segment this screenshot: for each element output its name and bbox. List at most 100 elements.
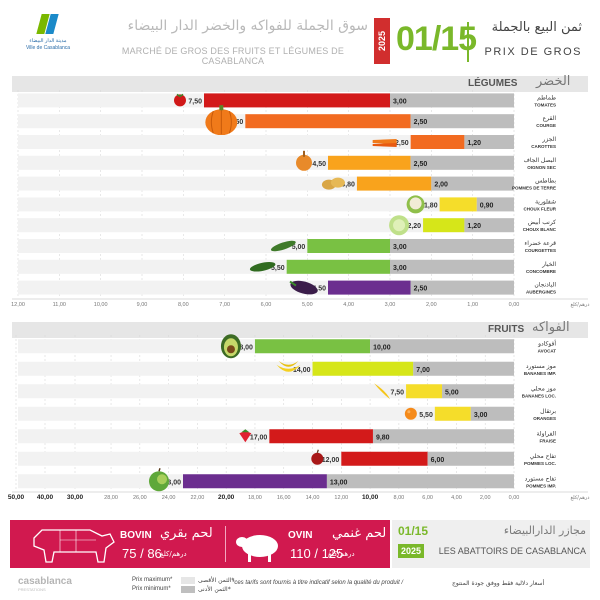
max-value-label: 2,20 [407, 223, 421, 230]
category-label-ar: الجزر [541, 136, 556, 143]
x-tick-label: 0,00 [509, 302, 520, 308]
bar-track [18, 406, 514, 421]
zucchini-icon [270, 240, 296, 252]
min-bar [372, 429, 514, 444]
max-bar [356, 176, 432, 191]
x-tick-label: 5,00 [302, 302, 313, 308]
legend-labels-ar: الثمن الأقصى* الثمن الأدنى* [198, 576, 234, 594]
logo-text-ar: مدينة الدار البيضاء [29, 38, 67, 44]
x-tick-label: 12,00 [11, 302, 25, 308]
x-tick-label: 7,00 [219, 302, 230, 308]
category-label-fr: CHOUX FLEUR [524, 206, 557, 211]
header-year-badge: 2025 [374, 18, 390, 64]
onion-icon [296, 150, 312, 171]
abattoirs-title-ar: مجازر الدارالبيضاء [503, 524, 586, 537]
min-bar [370, 339, 514, 354]
banana-loc-icon [374, 383, 391, 400]
category-label-fr: CAROTTES [531, 144, 556, 149]
min-bar [442, 384, 514, 399]
cabbage-icon [389, 215, 410, 236]
legend-swatches [181, 577, 195, 593]
x-tick-label: 2,00 [480, 495, 491, 501]
max-bar [406, 384, 443, 399]
max-bar [328, 155, 411, 170]
max-bar [183, 474, 327, 489]
max-bar [341, 451, 428, 466]
min-bar [427, 451, 514, 466]
category-label-ar: شفلورية [535, 198, 556, 205]
x-tick-label: 26,00 [133, 495, 147, 501]
x-tick-label: 14,00 [306, 495, 320, 501]
max-value-label: 17,00 [250, 434, 268, 441]
x-tick-label: 3,00 [385, 302, 396, 308]
max-value-label: 7,50 [188, 98, 202, 105]
max-value-label: 5,50 [419, 412, 433, 419]
max-value-label: 18,00 [235, 344, 253, 351]
min-value-label: 9,80 [376, 434, 390, 441]
bovin-unit: درهم/كلغ [160, 550, 187, 558]
abattoirs-year: 2025 [398, 544, 424, 558]
ovin-icon [236, 535, 278, 562]
category-label-fr: BANANES IMP. [524, 371, 556, 376]
x-tick-label: 6,00 [261, 302, 272, 308]
min-value-label: 2,50 [414, 161, 428, 168]
max-bar [312, 361, 414, 376]
category-label-ar: موز مستورد [526, 363, 556, 370]
max-value-label: 7,50 [390, 389, 404, 396]
carrot-icon [372, 139, 397, 147]
category-label-ar: الخيار [541, 261, 556, 268]
fruits-title-ar: الفواكه [532, 320, 570, 335]
strawberry-icon [239, 429, 252, 443]
min-bar [410, 114, 514, 129]
legumes-band [12, 76, 588, 92]
min-bar [464, 135, 514, 149]
max-value-label: 3,80 [341, 182, 355, 189]
pumpkin-icon [205, 105, 238, 136]
x-tick-label: 6,00 [422, 495, 433, 501]
category-label-fr: ORANGES [533, 416, 556, 421]
min-value-label: 2,50 [414, 286, 428, 293]
disclaimer-fr: *ces tarifs sont fournis à titre indicat… [232, 580, 404, 586]
max-value-label: 14,00 [293, 367, 311, 374]
max-bar [328, 280, 411, 295]
min-bar [410, 155, 514, 170]
max-bar [307, 239, 390, 253]
legumes-title-fr: LÉGUMES [468, 78, 518, 89]
ovin-unit: درهم/كلغ [328, 550, 355, 558]
max-bar [439, 197, 477, 212]
logo-text-fr: Ville de Casablanca [25, 45, 71, 51]
legend-max-label: Prix maximum* [132, 577, 173, 583]
min-value-label: 6,00 [431, 457, 445, 464]
x-tick-label: 10,00 [362, 494, 379, 501]
min-value-label: 1,20 [467, 140, 481, 147]
min-value-label: 0,90 [480, 202, 494, 209]
category-label-ar: القرع [543, 115, 557, 122]
tomato-icon [174, 93, 186, 107]
max-bar [254, 339, 371, 354]
header-title-fr: PRIX DE GROS [484, 46, 582, 58]
fruits-band [12, 322, 588, 338]
max-bar [269, 429, 373, 444]
min-value-label: 3,00 [393, 244, 407, 251]
min-value-label: 3,00 [393, 98, 407, 105]
legend-min-label: Prix minimum* [132, 586, 171, 592]
ovin-price: 110 / 125 [290, 546, 344, 561]
min-value-label: 5,00 [445, 389, 459, 396]
city-logo: مدينة الدار البيضاء Ville de Casablanca [18, 12, 78, 62]
x-tick-label: 11,00 [53, 302, 66, 308]
max-bar [245, 114, 411, 129]
min-value-label: 2,50 [414, 119, 428, 126]
category-label-ar: طماطم [537, 94, 556, 101]
max-bar [204, 93, 390, 108]
x-tick-label: 2,00 [426, 302, 437, 308]
legend-labels-fr: Prix maximum* Prix minimum* [132, 576, 172, 594]
fruits-title-fr: FRUITS [488, 324, 525, 335]
min-bar [390, 259, 514, 274]
category-label-ar: الباذنجان [534, 282, 556, 289]
legend-min-swatch [181, 586, 195, 593]
x-tick-label: 22,00 [191, 495, 205, 501]
min-value-label: 1,20 [467, 223, 481, 230]
x-tick-label: 12,00 [334, 495, 348, 501]
abattoirs-date: 01/15 [398, 524, 429, 538]
category-label-ar: البصل الجاف [524, 157, 557, 164]
